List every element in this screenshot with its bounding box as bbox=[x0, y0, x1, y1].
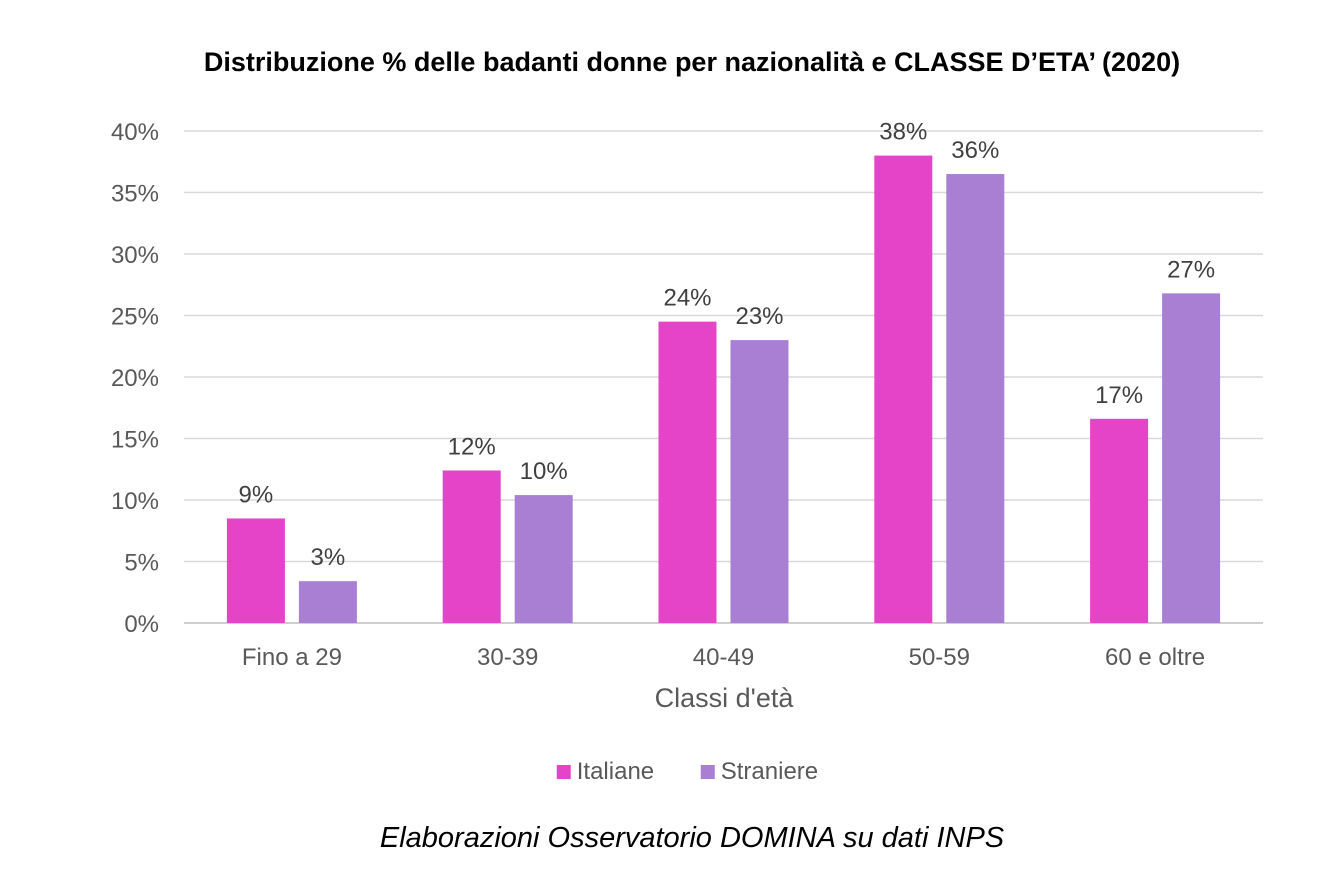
data-labels: 9% 3% 12% 10% 24% 23% 38% 36% 17% 27% bbox=[239, 119, 1216, 572]
y-tick-label: 25% bbox=[111, 304, 159, 331]
x-category-label: 60 e oltre bbox=[1105, 644, 1205, 671]
x-axis-categories: Fino a 29 30-39 40-49 50-59 60 e oltre bbox=[242, 644, 1205, 671]
data-label-italiane-1: 12% bbox=[448, 433, 496, 460]
bar-straniere-3 bbox=[946, 174, 1005, 624]
x-category-label: Fino a 29 bbox=[242, 644, 342, 671]
data-label-italiane-2: 24% bbox=[663, 285, 711, 312]
data-label-straniere-4: 27% bbox=[1167, 256, 1215, 283]
bar-straniere-1 bbox=[514, 495, 573, 623]
bar-italiane-0 bbox=[226, 518, 285, 623]
legend-swatch-italiane bbox=[556, 765, 571, 779]
data-label-italiane-0: 9% bbox=[239, 481, 274, 508]
y-tick-label: 20% bbox=[111, 365, 159, 392]
source-note: Elaborazioni Osservatorio DOMINA su dati… bbox=[380, 822, 1005, 854]
y-tick-label: 35% bbox=[111, 181, 159, 208]
y-tick-label: 30% bbox=[111, 242, 159, 269]
y-tick-label: 10% bbox=[111, 488, 159, 515]
data-label-italiane-4: 17% bbox=[1095, 382, 1143, 409]
data-label-italiane-3: 38% bbox=[879, 119, 927, 146]
bars bbox=[226, 155, 1221, 624]
x-category-label: 30-39 bbox=[477, 644, 538, 671]
legend-label-straniere: Straniere bbox=[721, 758, 818, 785]
bar-straniere-0 bbox=[298, 581, 357, 623]
legend: Italiane Straniere bbox=[556, 758, 818, 785]
data-label-straniere-3: 36% bbox=[951, 137, 999, 164]
bar-italiane-4 bbox=[1090, 418, 1149, 623]
y-axis-ticks: 0% 5% 10% 15% 20% 25% 30% 35% 40% bbox=[111, 119, 159, 638]
legend-label-italiane: Italiane bbox=[577, 758, 654, 785]
x-axis-title: Classi d'età bbox=[655, 683, 795, 713]
bar-straniere-4 bbox=[1162, 293, 1221, 623]
data-label-straniere-1: 10% bbox=[520, 458, 568, 485]
x-category-label: 50-59 bbox=[909, 644, 970, 671]
bar-italiane-2 bbox=[658, 321, 717, 623]
y-tick-label: 15% bbox=[111, 427, 159, 454]
bar-italiane-1 bbox=[442, 470, 501, 623]
y-tick-label: 40% bbox=[111, 119, 159, 146]
y-tick-label: 0% bbox=[124, 611, 159, 638]
x-category-label: 40-49 bbox=[693, 644, 754, 671]
gridlines bbox=[184, 130, 1263, 624]
bar-italiane-3 bbox=[874, 155, 933, 623]
y-tick-label: 5% bbox=[124, 550, 159, 577]
bar-straniere-2 bbox=[730, 340, 789, 623]
legend-swatch-straniere bbox=[700, 765, 715, 779]
chart-title: Distribuzione % delle badanti donne per … bbox=[204, 47, 1180, 77]
data-label-straniere-0: 3% bbox=[311, 544, 346, 571]
data-label-straniere-2: 23% bbox=[735, 303, 783, 330]
